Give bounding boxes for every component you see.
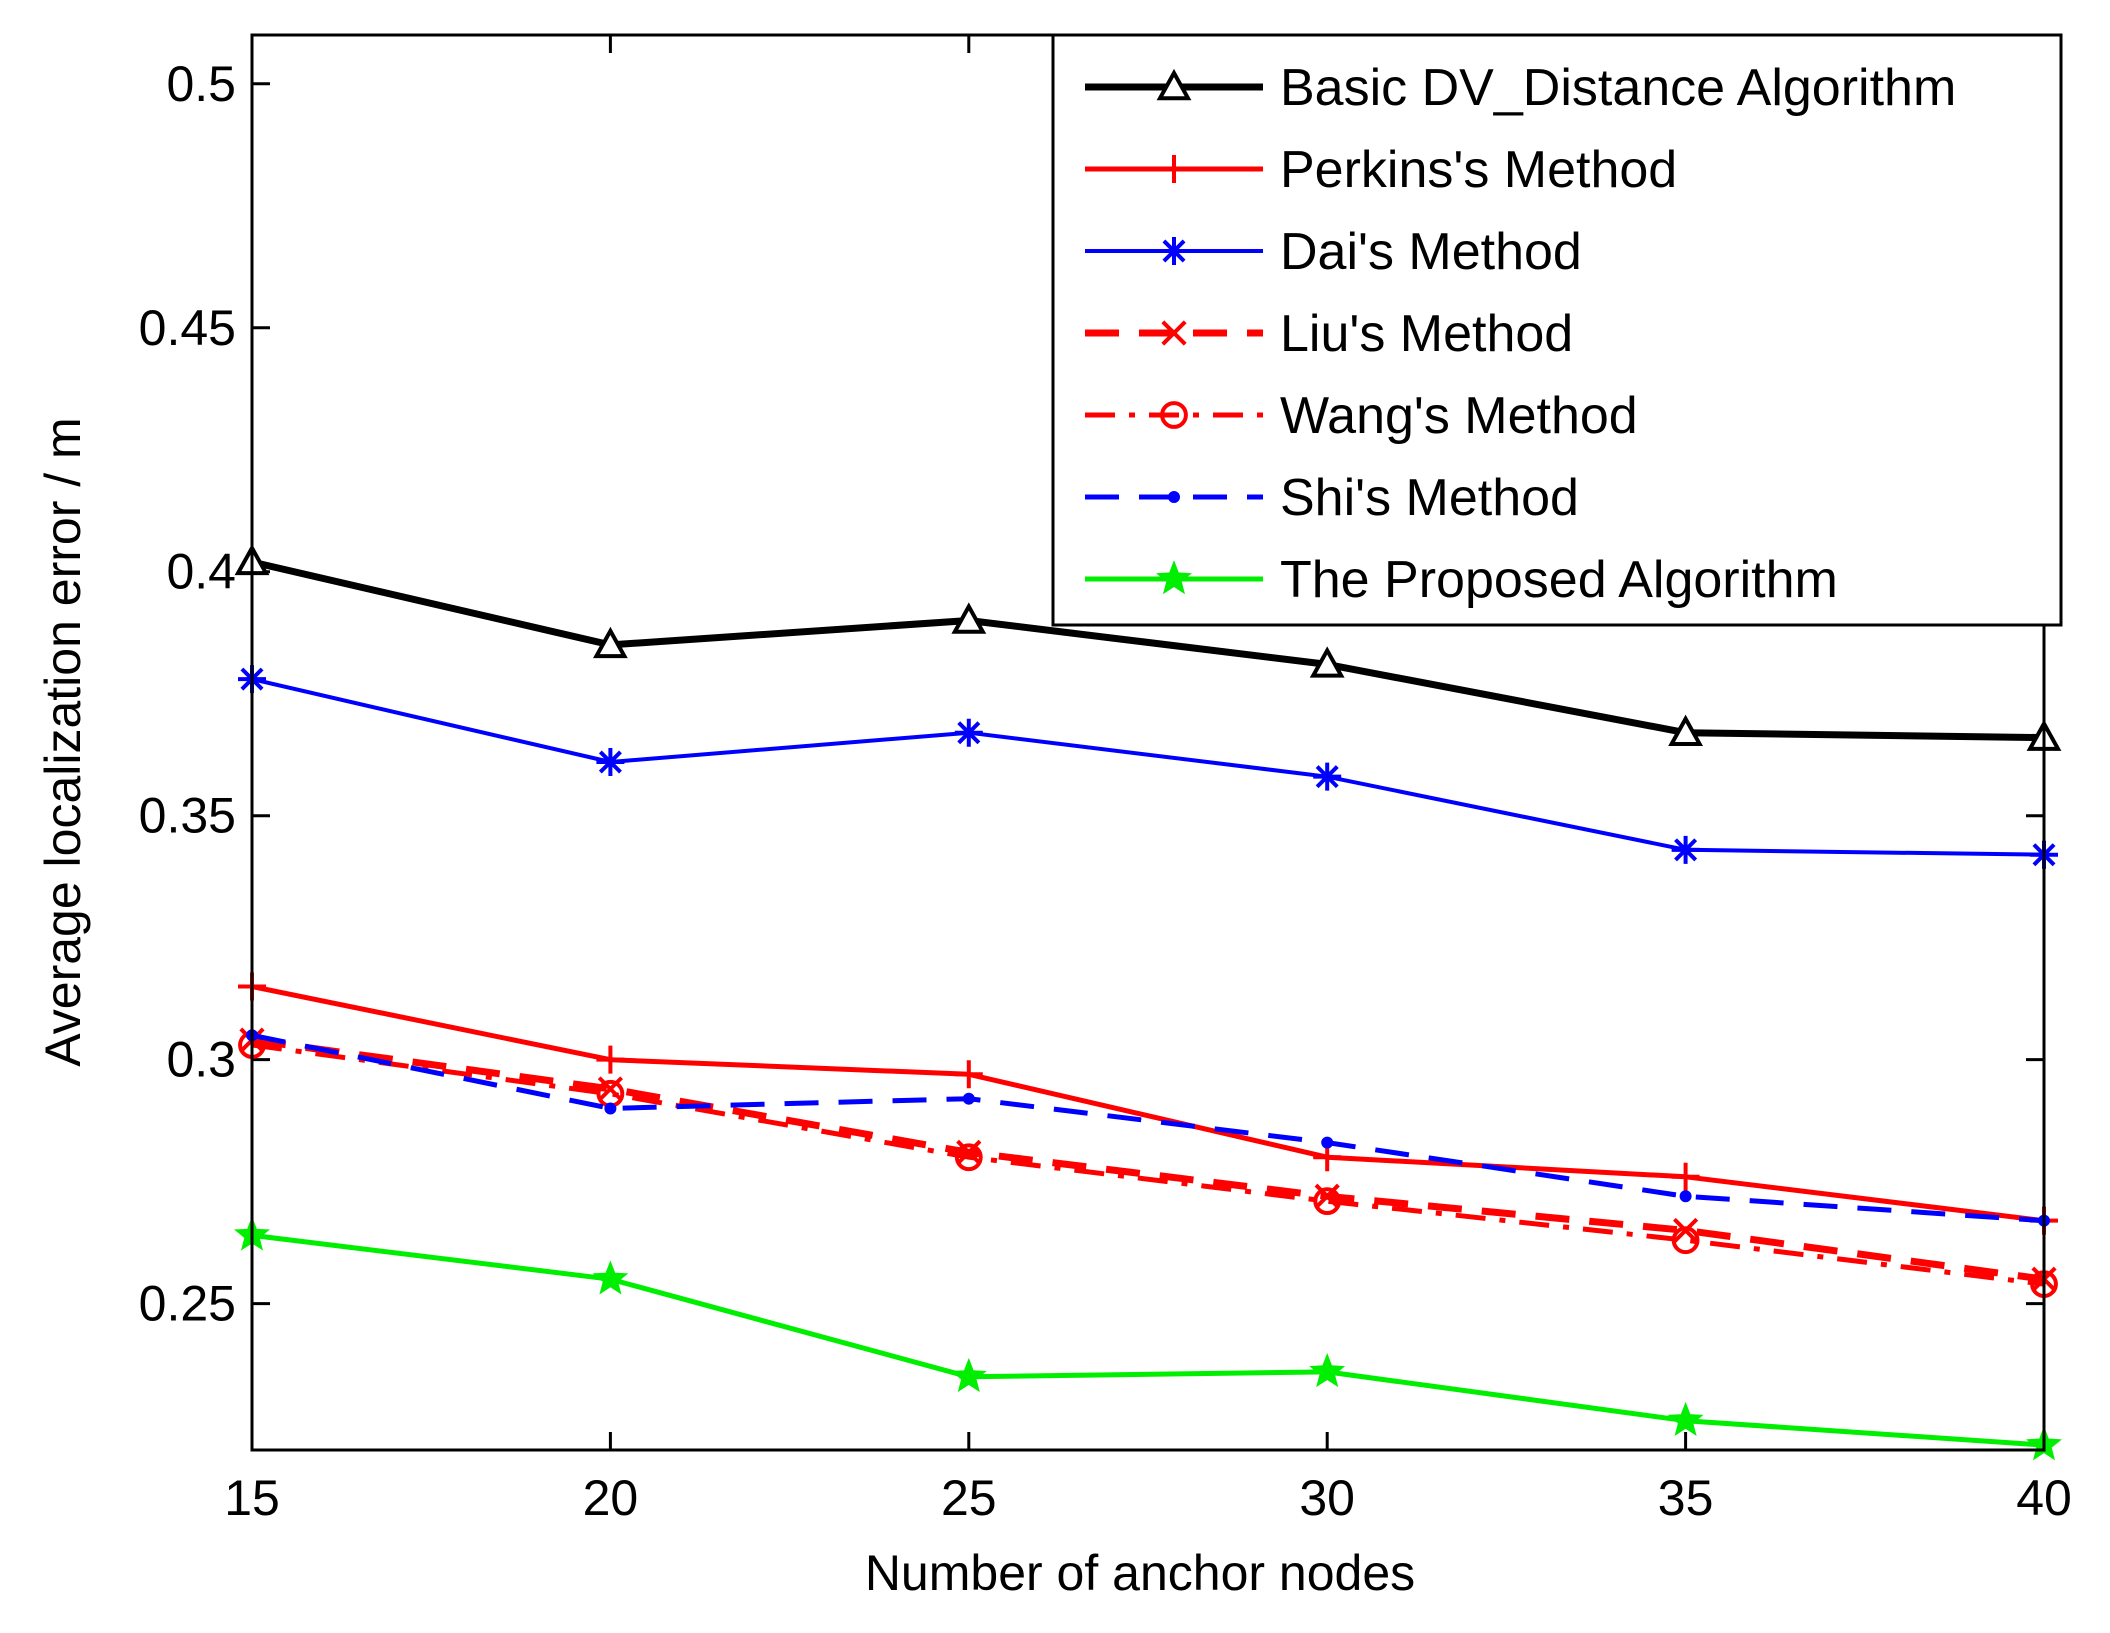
- legend-entry: Shi's Method: [1085, 469, 1579, 527]
- y-tick-label: 0.4: [166, 544, 236, 600]
- data-point: [596, 748, 625, 777]
- data-point: [1679, 1190, 1692, 1203]
- legend-entry: Wang's Method: [1085, 387, 1638, 445]
- legend-label: Wang's Method: [1280, 387, 1638, 445]
- data-point: [604, 1102, 617, 1115]
- data-point: [954, 718, 983, 747]
- x-tick-label: 35: [1658, 1470, 1714, 1526]
- data-point: [962, 1092, 975, 1105]
- legend-label: Shi's Method: [1280, 469, 1579, 527]
- x-tick-label: 30: [1299, 1470, 1355, 1526]
- legend-marker: [1156, 68, 1192, 101]
- y-tick-label: 0.45: [139, 300, 236, 356]
- legend-marker: [1168, 491, 1180, 503]
- series-1: [234, 543, 2062, 751]
- x-axis-title: Number of anchor nodes: [865, 1545, 1415, 1601]
- series-line: [251, 1036, 2045, 1283]
- legend: Basic DV_Distance Algorithm Perkins's Met…: [1051, 33, 2063, 627]
- legend-label: Dai's Method: [1280, 223, 1582, 281]
- data-point: [593, 626, 628, 659]
- data-point: [1667, 1401, 1704, 1436]
- legend-entry: Liu's Method: [1085, 305, 1573, 363]
- data-point: [951, 602, 987, 634]
- legend-entry: Basic DV_Distance Algorithm: [1085, 59, 1956, 117]
- y-tick-label: 0.5: [166, 56, 236, 112]
- series-line: [251, 984, 2045, 1224]
- series-2: [238, 972, 2058, 1235]
- data-point: [1309, 1353, 1346, 1388]
- x-tick-label: 15: [224, 1470, 280, 1526]
- legend-marker: [1156, 560, 1192, 595]
- legend-label: Basic DV_Distance Algorithm: [1280, 59, 1956, 117]
- data-point: [1313, 1187, 1342, 1216]
- data-point: [1671, 835, 1700, 864]
- data-point: [596, 1045, 625, 1074]
- data-point: [1671, 1162, 1700, 1191]
- legend-marker: [1160, 237, 1188, 265]
- data-point: [954, 1060, 983, 1089]
- data-point: [1321, 1136, 1334, 1149]
- y-axis-title: Average localization error / m: [35, 417, 91, 1066]
- data-point: [950, 1357, 987, 1393]
- data-point: [1313, 762, 1342, 791]
- legend-marker: [1161, 320, 1187, 346]
- tick-labels: 15 20 25 30 35 40 0.25 0.3 0.35 0.4 0.45 0.5: [139, 56, 2072, 1526]
- data-point: [592, 1260, 629, 1295]
- x-tick-label: 40: [2016, 1470, 2072, 1526]
- series-line: [251, 1232, 2045, 1448]
- legend-entry: The Proposed Algorithm: [1085, 551, 1838, 609]
- legend-label: Perkins's Method: [1280, 141, 1677, 199]
- legend-marker: [1160, 155, 1188, 183]
- legend-label: The Proposed Algorithm: [1280, 551, 1838, 609]
- x-tick-label: 25: [941, 1470, 997, 1526]
- series-line: [251, 1042, 2045, 1287]
- series-line: [251, 677, 2045, 857]
- x-tick-label: 20: [583, 1470, 639, 1526]
- y-tick-label: 0.25: [139, 1276, 236, 1332]
- data-point: [954, 1143, 983, 1172]
- y-tick-label: 0.35: [139, 788, 236, 844]
- data-point: [1668, 714, 1703, 746]
- data-point: [1672, 1217, 1699, 1244]
- data-point: [1671, 1226, 1700, 1255]
- legend-entry: Dai's Method: [1085, 223, 1582, 281]
- data-point: [1309, 646, 1345, 678]
- legend-label: Liu's Method: [1280, 305, 1573, 363]
- series-line: [251, 558, 2045, 742]
- legend-marker: [1160, 401, 1188, 429]
- legend-entry: Perkins's Method: [1085, 141, 1677, 199]
- y-tick-label: 0.3: [166, 1032, 236, 1088]
- series-layer: [234, 543, 2062, 1461]
